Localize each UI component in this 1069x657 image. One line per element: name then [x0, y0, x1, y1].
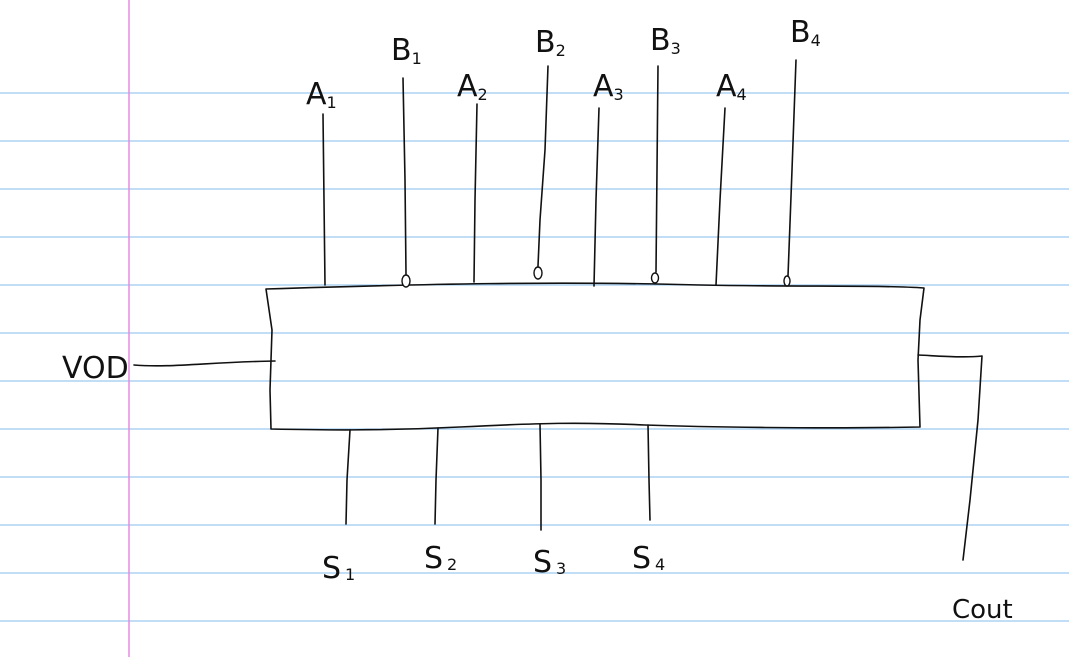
wire-a4	[715, 107, 726, 286]
wire-s3	[539, 423, 542, 531]
wire-cout	[917, 354, 983, 561]
top-input-wires	[322, 59, 797, 287]
adder-block	[265, 282, 925, 431]
notebook-ruled-lines	[0, 92, 1069, 622]
bubble-b1	[401, 274, 411, 288]
wire-a2	[473, 103, 478, 283]
top-input-labels: A1 B1 A2 B2 A3 B3 A4 B4	[306, 15, 821, 112]
label-vod: VOD	[62, 351, 129, 386]
wire-a3	[593, 107, 600, 287]
label-b3: B3	[650, 23, 681, 58]
label-b2: B2	[535, 25, 566, 60]
wire-b1	[402, 77, 407, 275]
wire-s2	[434, 427, 439, 525]
wire-vod	[133, 360, 276, 367]
bubble-b3	[650, 272, 660, 284]
label-a3: A3	[593, 69, 624, 104]
label-a4: A4	[716, 69, 747, 104]
wire-s1	[345, 429, 351, 525]
wire-b3	[655, 65, 659, 273]
label-cout: Cout	[952, 595, 1013, 625]
bubble-b2	[533, 266, 543, 280]
label-b4: B4	[790, 15, 821, 50]
wire-b2	[537, 65, 549, 267]
label-a2: A2	[457, 69, 488, 104]
label-b1: B1	[391, 33, 422, 68]
bubble-b4	[783, 275, 791, 287]
inversion-bubbles	[401, 266, 791, 288]
label-a1: A1	[306, 77, 337, 112]
bottom-output-wires	[345, 423, 651, 531]
wire-s4	[647, 424, 651, 521]
wire-a1	[322, 113, 326, 286]
wire-b4	[787, 59, 797, 277]
